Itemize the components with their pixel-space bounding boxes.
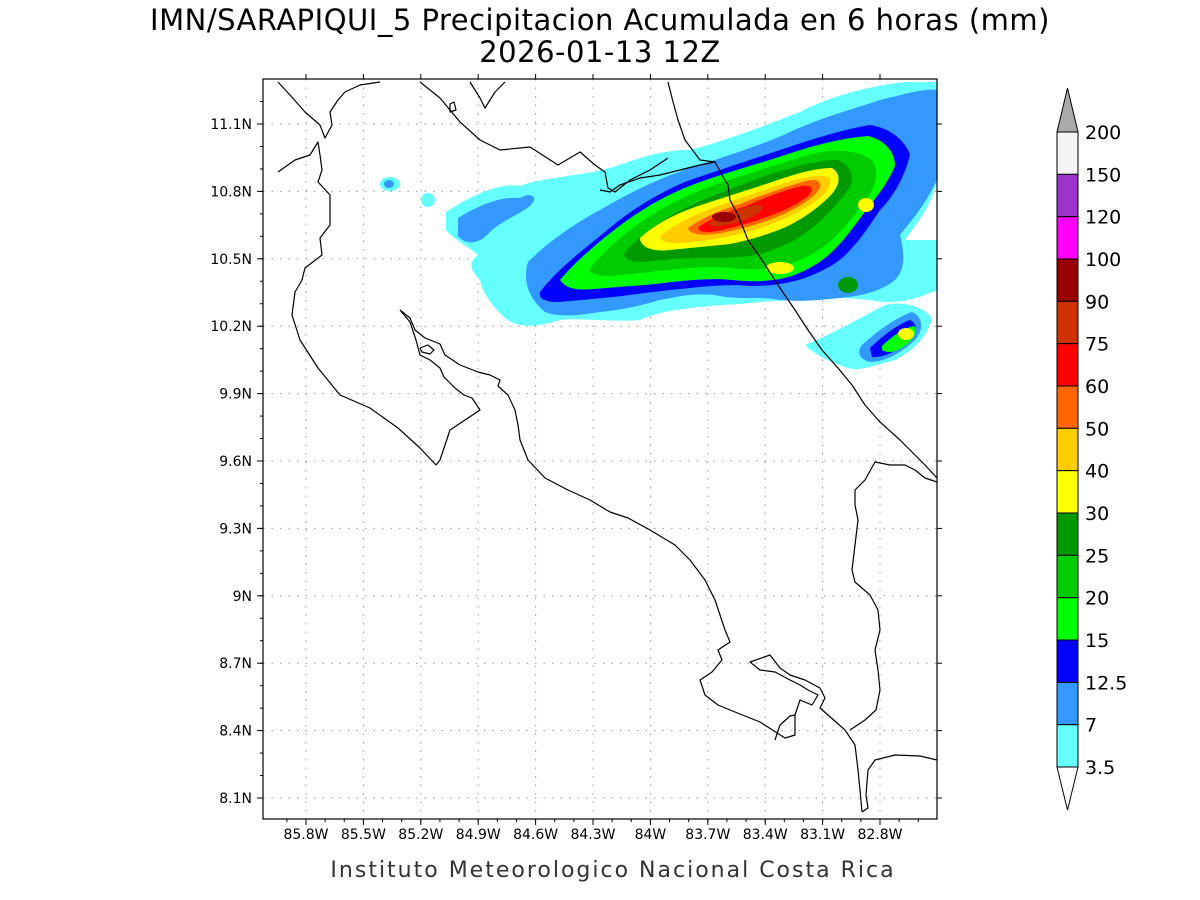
lon-tick-label: 85.2W (398, 827, 443, 843)
colorbar-swatch (1056, 681, 1079, 726)
lat-tick-label: 10.5N (210, 252, 252, 268)
lon-tick-label: 85.8W (283, 827, 328, 843)
lat-tick-label: 9N (233, 589, 252, 605)
precip-cell-30mm-east-2 (766, 262, 794, 274)
precip-cell-3-5mm-west-2 (421, 193, 435, 207)
colorbar-swatch (1056, 300, 1079, 345)
plot-border (262, 78, 938, 820)
panama-pacific-coast (861, 754, 937, 813)
colorbar-label: 150 (1085, 164, 1121, 186)
nicoya-gulf-island (419, 344, 435, 355)
colorbar-swatch (1056, 216, 1079, 260)
lon-tick-label: 84.3W (570, 827, 615, 843)
lat-tick-label: 8.4N (219, 724, 252, 740)
colorbar-label: 90 (1085, 291, 1109, 313)
lake-nicaragua-south-shore (419, 81, 669, 193)
colorbar-swatch (1056, 639, 1079, 683)
colorbar-label: 7 (1085, 715, 1097, 737)
colorbar-swatch (1056, 724, 1079, 768)
colorbar-swatch (1056, 131, 1079, 175)
lon-tick-label: 83.4W (743, 827, 788, 843)
lon-tick-label: 84.6W (513, 827, 558, 843)
lat-tick-label: 10.8N (210, 184, 252, 200)
lon-tick-label: 84.9W (456, 827, 501, 843)
lake-nicaragua-island (449, 101, 457, 113)
footer-credit: Instituto Meteorologico Nacional Costa R… (330, 858, 895, 883)
precip-cell-30mm-south (898, 328, 914, 340)
colorbar-swatch (1056, 512, 1079, 556)
lat-tick-label: 8.1N (219, 791, 252, 807)
colorbar-label: 20 (1085, 588, 1109, 610)
precip-contour-7mm (458, 195, 535, 243)
colorbar-label: 25 (1085, 545, 1109, 567)
caribbean-coast (667, 81, 937, 479)
colorbar-label: 3.5 (1085, 757, 1115, 779)
colorbar-upper-triangle (1056, 87, 1079, 133)
colorbar-swatch (1056, 173, 1079, 218)
plot-area: 85.8W 85.5W 85.2W 84.9W 84.6W 84.3W 84W 83.7W 83… (210, 74, 942, 843)
colorbar-label: 12.5 (1085, 672, 1127, 694)
colorbar-label: 200 (1085, 122, 1121, 144)
lat-tick-label: 8.7N (219, 656, 252, 672)
colorbar-label: 15 (1085, 630, 1109, 652)
lat-tick-label: 10.2N (210, 319, 252, 335)
colorbar-label: 120 (1085, 207, 1121, 229)
colorbar-swatch (1056, 385, 1079, 429)
lon-tick-label: 83.7W (685, 827, 730, 843)
colorbar-swatch (1056, 258, 1079, 302)
nicaragua-north-coast (469, 81, 506, 109)
precip-cell-30mm-east (858, 198, 874, 212)
nicoya-gulf-east-shore (399, 309, 863, 813)
precip-cell-7mm-west (384, 180, 394, 188)
precip-contour-90mm (712, 212, 736, 222)
map-subtitle-datetime: 2026-01-13 12Z (479, 35, 721, 69)
colorbar-label: 75 (1085, 334, 1109, 356)
costa-rica-pacific-coast-guanacaste (277, 141, 481, 466)
colorbar-swatch (1056, 554, 1079, 599)
map-title: IMN/SARAPIQUI_5 Precipitacion Acumulada … (150, 3, 1050, 37)
colorbar-label: 60 (1085, 376, 1109, 398)
colorbar-label: 30 (1085, 503, 1109, 525)
lat-tick-label: 9.3N (219, 521, 252, 537)
colorbar-label: 40 (1085, 461, 1109, 483)
axis-ticks: 85.8W 85.5W 85.2W 84.9W 84.6W 84.3W 84W 83.7W 83… (210, 74, 942, 843)
lon-tick-label: 84W (635, 827, 667, 843)
colorbar: 3.5 7 12.5 15 20 25 30 40 50 60 75 90 100 120 150 200 (1056, 87, 1127, 811)
lat-tick-label: 9.9N (219, 387, 252, 403)
precip-cell-25mm-east (838, 277, 858, 293)
golfo-dulce-inner (774, 714, 796, 741)
lat-tick-label: 9.6N (219, 454, 252, 470)
lon-tick-label: 82.8W (857, 827, 902, 843)
lon-tick-label: 83.1W (800, 827, 845, 843)
panama-border (849, 461, 937, 731)
nicaragua-costa-rica-border (599, 161, 716, 193)
colorbar-swatch (1056, 343, 1079, 387)
lat-tick-label: 11.1N (210, 117, 252, 133)
nicaragua-lake-shore (277, 81, 381, 139)
lon-tick-label: 85.5W (341, 827, 386, 843)
colorbar-swatch (1056, 427, 1079, 472)
colorbar-label: 100 (1085, 249, 1121, 271)
colorbar-swatch (1056, 597, 1079, 641)
colorbar-swatch (1056, 470, 1079, 514)
colorbar-lower-triangle (1056, 766, 1079, 811)
colorbar-label: 50 (1085, 418, 1109, 440)
coastlines-and-borders (277, 81, 937, 813)
